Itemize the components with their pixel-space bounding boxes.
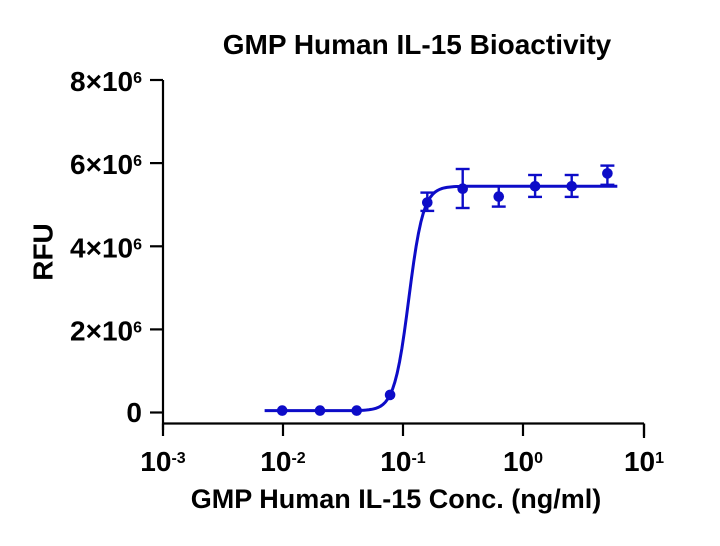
svg-text:10-1: 10-1: [380, 446, 425, 477]
svg-text:0: 0: [126, 397, 142, 428]
svg-text:2×106: 2×106: [70, 315, 142, 346]
svg-text:6×106: 6×106: [70, 149, 142, 180]
svg-text:GMP Human IL-15 Conc. (ng/ml): GMP Human IL-15 Conc. (ng/ml): [191, 484, 602, 514]
svg-text:101: 101: [624, 446, 664, 477]
svg-text:10-2: 10-2: [260, 446, 305, 477]
svg-text:GMP Human IL-15 Bioactivity: GMP Human IL-15 Bioactivity: [223, 29, 612, 60]
svg-text:10-3: 10-3: [140, 446, 185, 477]
svg-text:RFU: RFU: [27, 223, 58, 281]
svg-text:4×106: 4×106: [70, 232, 142, 263]
svg-text:8×106: 8×106: [70, 66, 142, 97]
svg-text:100: 100: [503, 446, 543, 477]
